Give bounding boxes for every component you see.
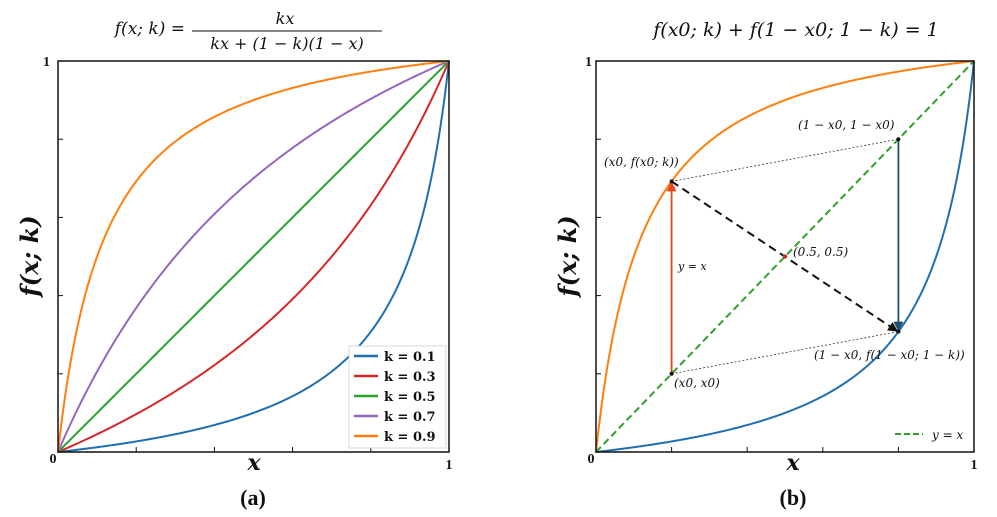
- series-line-k-0.3: [57, 60, 450, 453]
- panel-b-ticks: [596, 138, 899, 452]
- legend-a-label-4: k = 0.9: [384, 430, 436, 445]
- panel-b: f(x0; k) + f(1 − x0; 1 − k) = 1 0 1 1 x …: [553, 19, 978, 510]
- panel-b-annotations: [666, 137, 904, 376]
- a-ytick-1: 1: [43, 55, 50, 70]
- series-line-k-0.9: [57, 60, 450, 453]
- a-xtick-1: 1: [446, 458, 453, 473]
- connector-bottom: [671, 331, 899, 375]
- panel-a-frame: [57, 60, 450, 453]
- panel-b-curves: [595, 60, 975, 453]
- arrow-label: y = x: [677, 260, 707, 273]
- point-marker-0: [669, 179, 674, 184]
- panel-b-legend: y = x: [895, 428, 963, 442]
- title-a-numerator: kx: [276, 9, 295, 28]
- a-xtick-0: 0: [50, 452, 57, 467]
- series-line-k-0.9: [595, 60, 975, 453]
- b-ytick-1: 1: [585, 55, 592, 70]
- panel-a-ticks: [58, 138, 372, 452]
- a-xlabel: x: [246, 450, 261, 476]
- series-line-k-0.1: [595, 60, 975, 453]
- connector-top: [671, 138, 899, 182]
- b-ylabel: f(x; k): [553, 215, 582, 298]
- legend-a-label-0: k = 0.1: [384, 350, 436, 365]
- a-panel-label: (a): [240, 485, 266, 510]
- label-1mx0-f: (1 − x0, f(1 − x0; 1 − k)): [814, 348, 965, 362]
- b-xtick-0: 0: [588, 452, 595, 467]
- panel-a: f(x; k) = kx kx + (1 − k)(1 − x) 0 1 1 x…: [15, 9, 453, 510]
- title-b: f(x0; k) + f(1 − x0; 1 − k) = 1: [651, 19, 939, 41]
- legend-a-label-3: k = 0.7: [384, 410, 436, 425]
- series-line-k-0.5: [57, 60, 450, 453]
- point-marker-2: [782, 254, 788, 259]
- label-1mx0-1mx0: (1 − x0, 1 − x0): [798, 118, 895, 132]
- legend-a-label-1: k = 0.3: [384, 370, 436, 385]
- legend-b-label: y = x: [931, 428, 963, 442]
- panel-a-legend: k = 0.1 k = 0.3 k = 0.5 k = 0.7 k = 0.9: [348, 345, 447, 449]
- label-center: (0.5, 0.5): [793, 245, 848, 259]
- series-line-k-0.1: [57, 60, 450, 453]
- series-line-k-0.7: [57, 60, 450, 453]
- point-marker-4: [896, 329, 901, 334]
- label-x0-x0: (x0, x0): [674, 376, 720, 390]
- b-xlabel: x: [785, 450, 800, 476]
- a-ylabel: f(x; k): [15, 215, 44, 298]
- point-marker-1: [896, 137, 901, 142]
- title-a-lhs: f(x; k) =: [113, 19, 185, 39]
- panel-a-curves: [57, 60, 450, 453]
- diagonal-y-equals-x: [595, 60, 975, 453]
- legend-a-label-2: k = 0.5: [384, 390, 436, 405]
- title-a-denominator: kx + (1 − k)(1 − x): [210, 34, 364, 53]
- point-marker-3: [669, 371, 674, 376]
- b-panel-label: (b): [780, 485, 807, 510]
- b-xtick-1: 1: [971, 458, 978, 473]
- panel-b-frame: [595, 60, 975, 453]
- label-x0-fx0: (x0, f(x0; k)): [604, 155, 679, 169]
